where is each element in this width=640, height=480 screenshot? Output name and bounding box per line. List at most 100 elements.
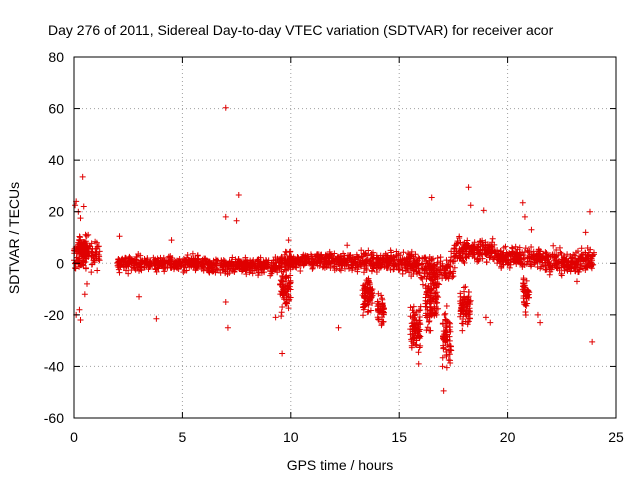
- data-point: [362, 265, 369, 272]
- data-point: [82, 265, 89, 272]
- data-point: [544, 253, 551, 260]
- data-point: [391, 256, 398, 263]
- data-point: [419, 260, 426, 267]
- data-point: [422, 265, 429, 272]
- data-point: [433, 273, 440, 280]
- data-point: [479, 237, 486, 244]
- data-point: [465, 289, 472, 296]
- data-point: [441, 311, 448, 318]
- data-point: [464, 321, 471, 328]
- data-point: [415, 349, 422, 356]
- data-point: [525, 288, 532, 295]
- data-point: [374, 314, 381, 321]
- data-point: [76, 306, 83, 313]
- data-point: [528, 261, 535, 268]
- data-point: [284, 291, 291, 298]
- data-point: [572, 268, 579, 275]
- data-point: [553, 246, 560, 253]
- data-point: [121, 264, 128, 271]
- data-point: [353, 253, 360, 260]
- data-point: [440, 334, 447, 341]
- data-point: [137, 252, 144, 259]
- data-point: [516, 254, 523, 261]
- data-point: [496, 260, 503, 267]
- data-point: [236, 258, 243, 265]
- data-point: [487, 319, 494, 326]
- data-point: [270, 265, 277, 272]
- data-point: [206, 269, 213, 276]
- data-point: [241, 264, 248, 271]
- data-point: [177, 258, 184, 265]
- data-point: [529, 251, 536, 258]
- data-point: [524, 258, 531, 265]
- data-point: [285, 237, 292, 244]
- data-point: [429, 311, 436, 318]
- data-point: [412, 251, 419, 258]
- data-point: [83, 249, 90, 256]
- data-point: [370, 265, 377, 272]
- data-point: [537, 248, 544, 255]
- data-point: [278, 309, 285, 316]
- data-point: [374, 298, 381, 305]
- data-point: [422, 254, 429, 261]
- data-point: [375, 264, 382, 271]
- data-point: [143, 259, 150, 266]
- data-point: [423, 327, 430, 334]
- data-point: [397, 252, 404, 259]
- axis-ticks: 0 5 10 15 20 25 80 60 40 20 0 -20 -40 -60: [44, 49, 624, 445]
- data-point: [491, 241, 498, 248]
- data-point: [367, 297, 374, 304]
- data-point: [254, 256, 261, 263]
- data-point: [408, 342, 415, 349]
- data-point: [328, 254, 335, 261]
- data-point: [564, 267, 571, 274]
- data-point: [122, 267, 129, 274]
- data-point: [136, 293, 143, 300]
- data-point: [95, 252, 102, 259]
- data-point: [416, 344, 423, 351]
- data-point: [575, 256, 582, 263]
- data-point: [523, 277, 530, 284]
- data-point: [427, 327, 434, 334]
- data-point: [465, 311, 472, 318]
- data-point: [549, 252, 556, 259]
- data-point: [578, 264, 585, 271]
- data-point: [279, 304, 286, 311]
- data-point: [310, 262, 317, 269]
- x-tick-label: 5: [179, 429, 187, 445]
- data-point: [409, 307, 416, 314]
- data-point: [357, 257, 364, 264]
- data-point: [450, 273, 457, 280]
- data-point: [440, 345, 447, 352]
- data-point: [377, 307, 384, 314]
- y-tick-label: 80: [48, 49, 64, 65]
- data-point: [425, 283, 432, 290]
- data-point: [520, 283, 527, 290]
- data-point: [459, 327, 466, 334]
- data-point: [257, 264, 264, 271]
- data-point: [341, 265, 348, 272]
- data-point: [543, 266, 549, 273]
- data-point: [464, 242, 471, 249]
- data-point: [366, 297, 373, 304]
- data-point: [589, 338, 596, 345]
- data-point: [465, 184, 472, 191]
- y-tick-label: 60: [48, 101, 64, 117]
- data-point: [226, 270, 233, 277]
- data-point: [205, 265, 212, 272]
- data-point: [456, 233, 463, 240]
- data-point: [409, 262, 416, 269]
- data-point: [193, 258, 200, 265]
- data-point: [222, 298, 229, 305]
- data-point: [542, 249, 549, 256]
- data-point: [217, 262, 224, 269]
- data-point: [130, 258, 137, 265]
- data-point: [89, 261, 96, 268]
- data-point: [375, 302, 382, 309]
- data-point: [268, 270, 275, 277]
- data-point: [499, 262, 506, 269]
- data-point: [447, 269, 454, 276]
- data-point: [590, 249, 597, 256]
- data-point: [281, 296, 288, 303]
- data-point: [460, 245, 467, 252]
